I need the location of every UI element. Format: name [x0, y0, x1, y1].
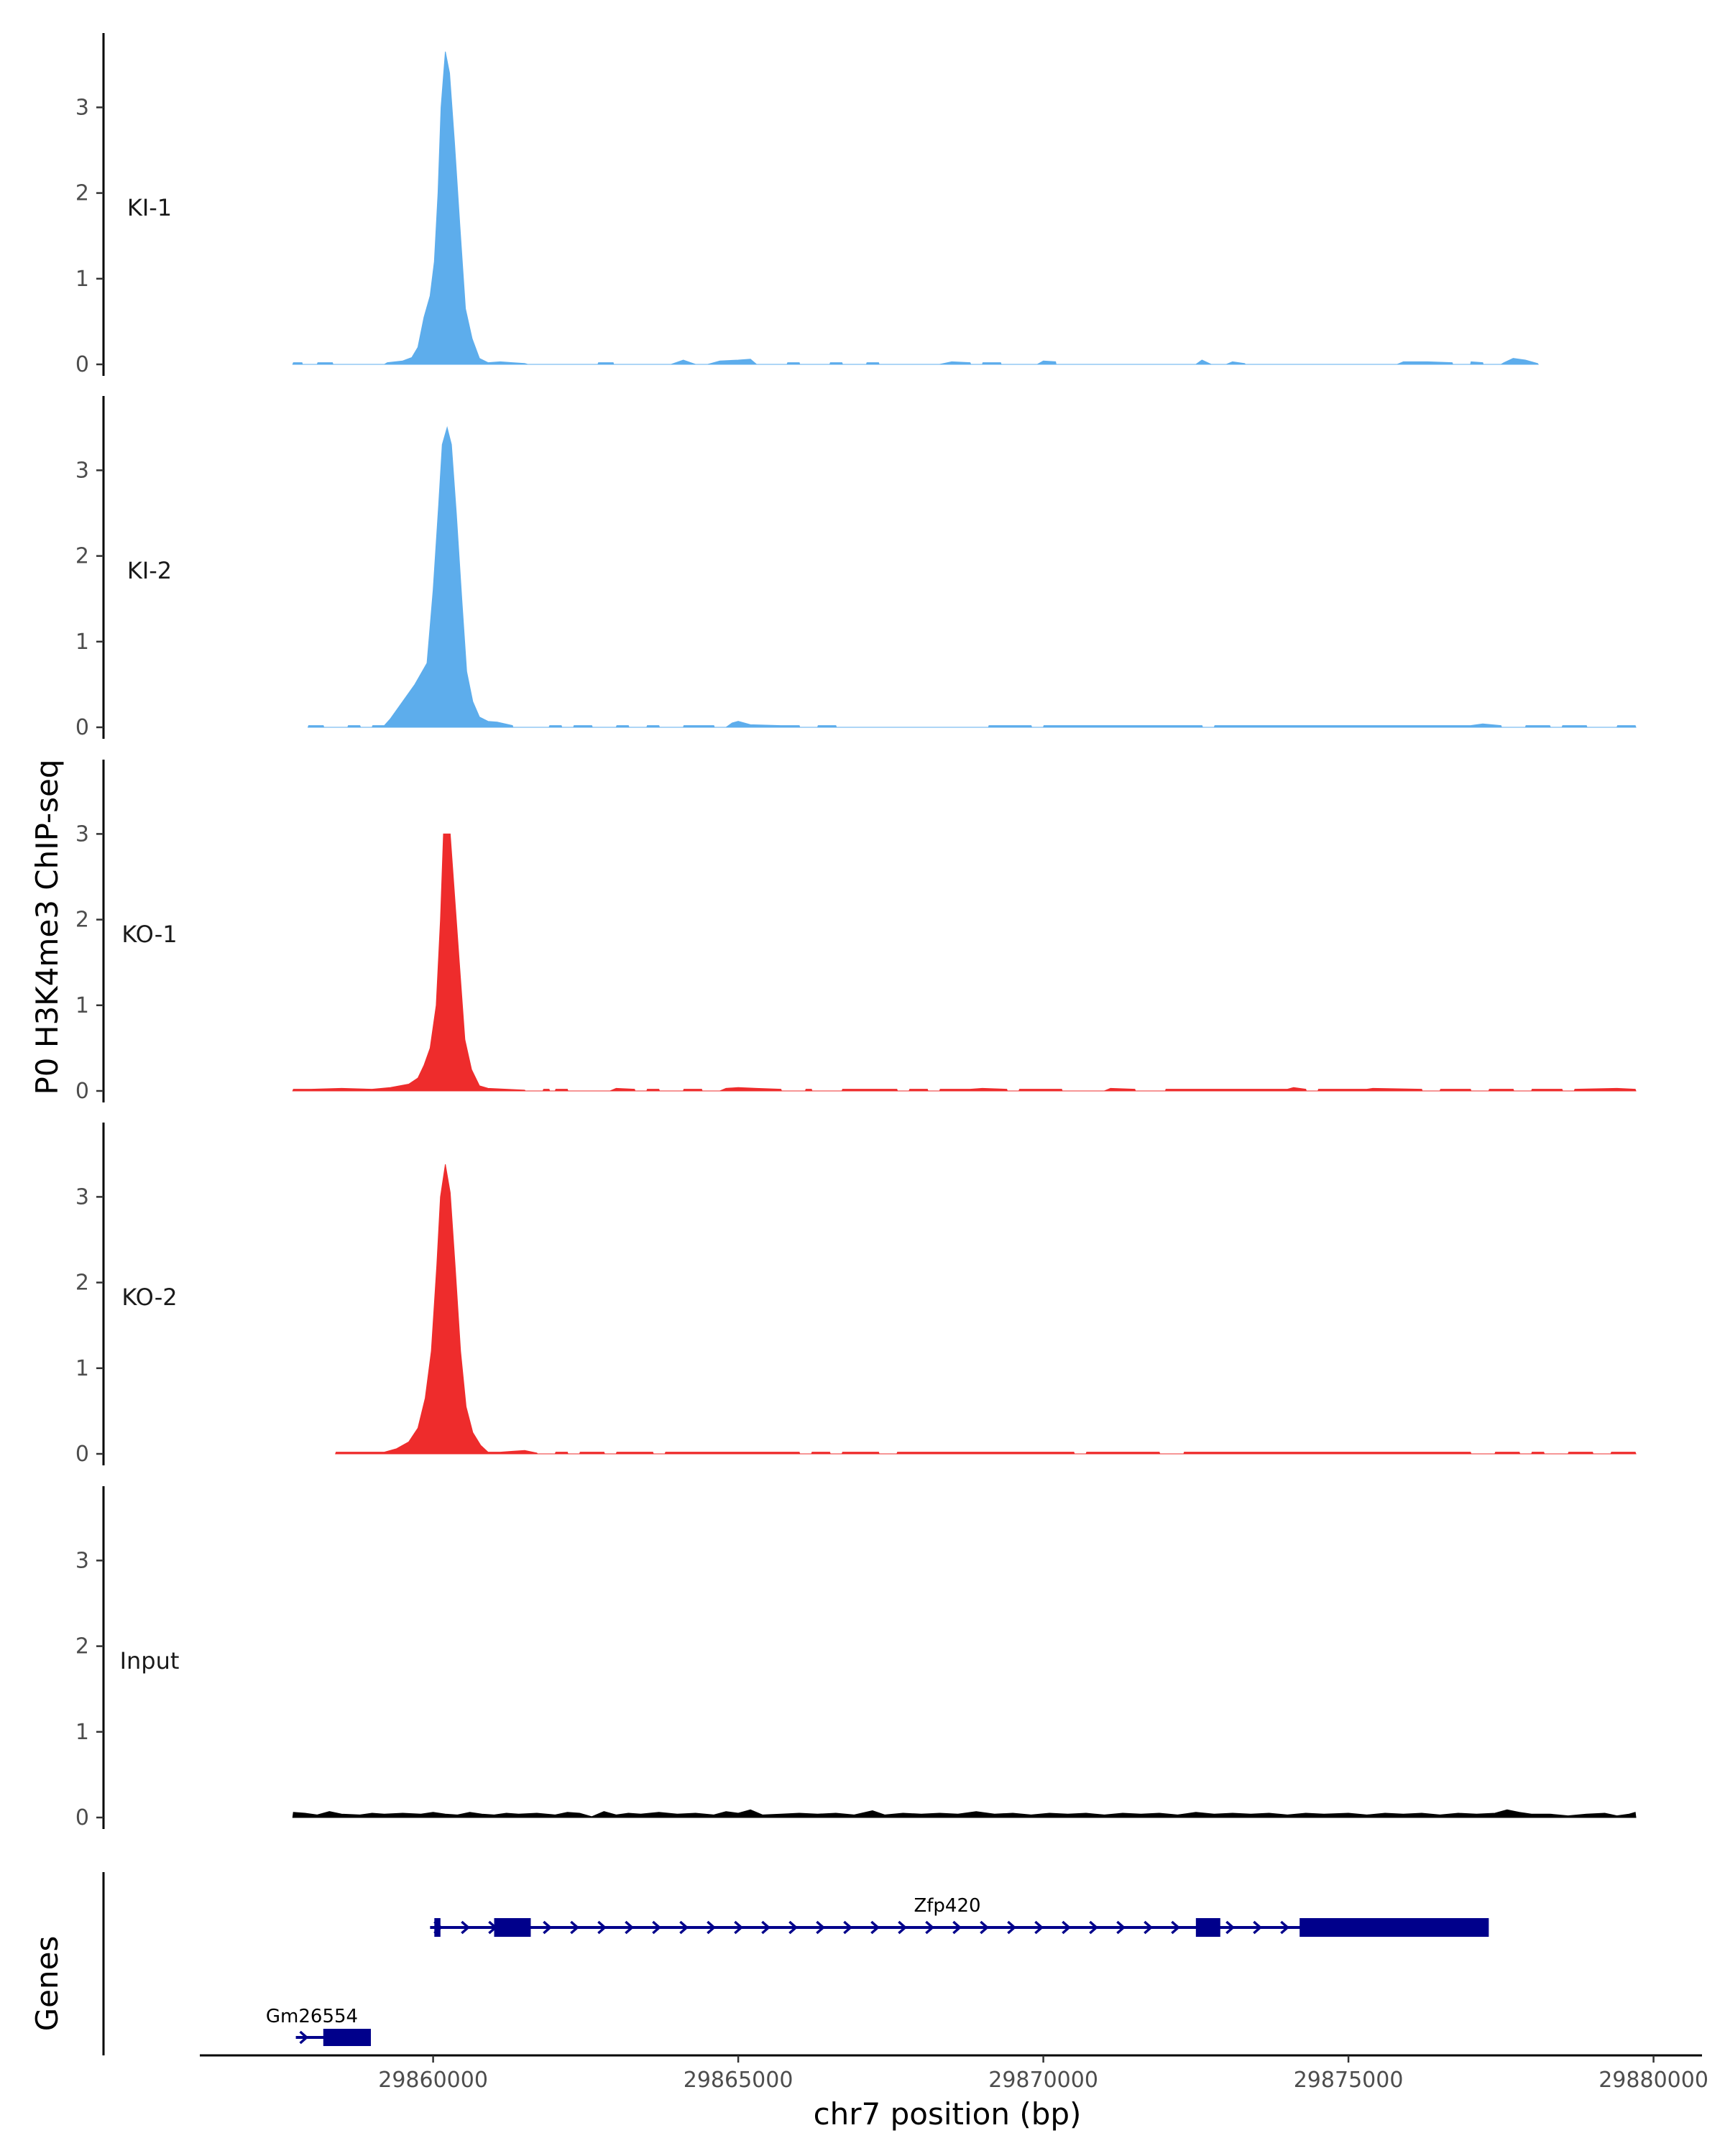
strand-arrow: [1171, 1920, 1181, 1935]
y-tick-label: 2: [75, 1634, 89, 1659]
y-tick-label: 0: [75, 1079, 89, 1104]
strand-arrow: [898, 1920, 908, 1935]
y-tick-label: 0: [75, 715, 89, 740]
signal-area: [307, 425, 1637, 728]
x-tick-label: 29870000: [988, 2068, 1098, 2093]
gene-gm26554: Gm26554: [266, 2006, 372, 2046]
track-label: KI-1: [127, 194, 172, 221]
strand-arrow: [761, 1920, 771, 1935]
track-label: KO-1: [121, 921, 177, 948]
gene-label: Gm26554: [266, 2006, 358, 2027]
gene-exon: [323, 2029, 372, 2046]
strand-arrow: [597, 1920, 607, 1935]
track-label: KO-2: [121, 1284, 177, 1311]
strand-arrow: [299, 2030, 309, 2045]
y-tick-label: 1: [75, 1356, 89, 1381]
y-axis-title: P0 H3K4me3 ChIP-seq: [29, 759, 65, 1095]
y-tick-label: 1: [75, 267, 89, 292]
genes-panel-title: Genes: [29, 1936, 65, 2032]
track-label: Input: [120, 1647, 180, 1674]
strand-arrow: [843, 1920, 853, 1935]
x-tick-label: 29880000: [1598, 2068, 1708, 2093]
track-ko-2: 0 1 2 3 KO-2: [75, 1123, 1637, 1467]
strand-arrow: [1116, 1920, 1126, 1935]
strand-arrow: [1280, 1920, 1290, 1935]
gene-exon: [1300, 1918, 1489, 1937]
track-ko-1: 0 1 2 3 KO-1: [75, 760, 1637, 1104]
strand-arrow: [925, 1920, 935, 1935]
y-tick-label: 0: [75, 1442, 89, 1467]
y-tick-label: 3: [75, 821, 89, 847]
strand-arrow: [816, 1920, 826, 1935]
gene-label: Zfp420: [914, 1895, 980, 1917]
strand-arrow: [1089, 1920, 1099, 1935]
strand-arrow: [980, 1920, 990, 1935]
gene-exon: [1195, 1918, 1220, 1937]
x-tick-label: 29865000: [684, 2068, 794, 2093]
y-tick-label: 3: [75, 95, 89, 120]
x-axis-title: chr7 position (bp): [814, 2096, 1082, 2132]
strand-arrow: [734, 1920, 744, 1935]
x-tick-label: 29860000: [378, 2068, 488, 2093]
track-input: 0 1 2 3 Input: [75, 1486, 1637, 1830]
strand-arrow: [679, 1920, 689, 1935]
strand-arrow: [1007, 1920, 1017, 1935]
y-tick-label: 0: [75, 352, 89, 377]
track-label: KI-2: [127, 557, 172, 584]
y-tick-label: 2: [75, 908, 89, 933]
y-tick-label: 1: [75, 630, 89, 655]
y-tick-label: 2: [75, 181, 89, 206]
y-tick-label: 1: [75, 1720, 89, 1745]
gene-zfp420: Zfp420: [430, 1895, 1489, 1937]
y-tick-label: 2: [75, 544, 89, 569]
strand-arrow: [1062, 1920, 1072, 1935]
signal-area: [335, 1164, 1637, 1455]
strand-arrow: [652, 1920, 662, 1935]
strand-arrow: [788, 1920, 799, 1935]
strand-arrow: [1253, 1920, 1263, 1935]
signal-area: [292, 51, 1540, 365]
strand-arrow: [461, 1920, 471, 1935]
signal-area: [292, 1809, 1637, 1818]
track-ki-2: 0 1 2 3 KI-2: [75, 396, 1637, 740]
strand-arrow: [1225, 1920, 1236, 1935]
strand-arrow: [1144, 1920, 1154, 1935]
strand-arrow: [707, 1920, 717, 1935]
gene-exon: [494, 1918, 531, 1937]
strand-arrow: [1034, 1920, 1044, 1935]
genes-panel: Zfp420 Gm26554: [102, 1872, 1489, 2055]
strand-arrow: [625, 1920, 635, 1935]
x-axis: 29860000 29865000 29870000 29875000 29880000: [200, 2054, 1708, 2093]
x-tick-label: 29875000: [1294, 2068, 1404, 2093]
strand-arrow: [543, 1920, 553, 1935]
y-tick-label: 3: [75, 458, 89, 483]
signal-area: [292, 833, 1637, 1092]
y-tick-label: 3: [75, 1184, 89, 1210]
gene-exon: [434, 1918, 441, 1937]
y-tick-label: 2: [75, 1271, 89, 1296]
strand-arrow: [570, 1920, 580, 1935]
strand-arrow: [952, 1920, 962, 1935]
strand-arrow: [870, 1920, 880, 1935]
signal-tracks: 0 1 2 3 KI-1 0 1 2 3 KI-2 0 1 2 3 KO-1 0 1 2 3 KO-2 0 1 2 3 Inpu…: [75, 33, 1637, 1830]
y-tick-label: 0: [75, 1805, 89, 1830]
y-tick-label: 3: [75, 1548, 89, 1573]
y-tick-label: 1: [75, 993, 89, 1018]
track-ki-1: 0 1 2 3 KI-1: [75, 33, 1540, 377]
